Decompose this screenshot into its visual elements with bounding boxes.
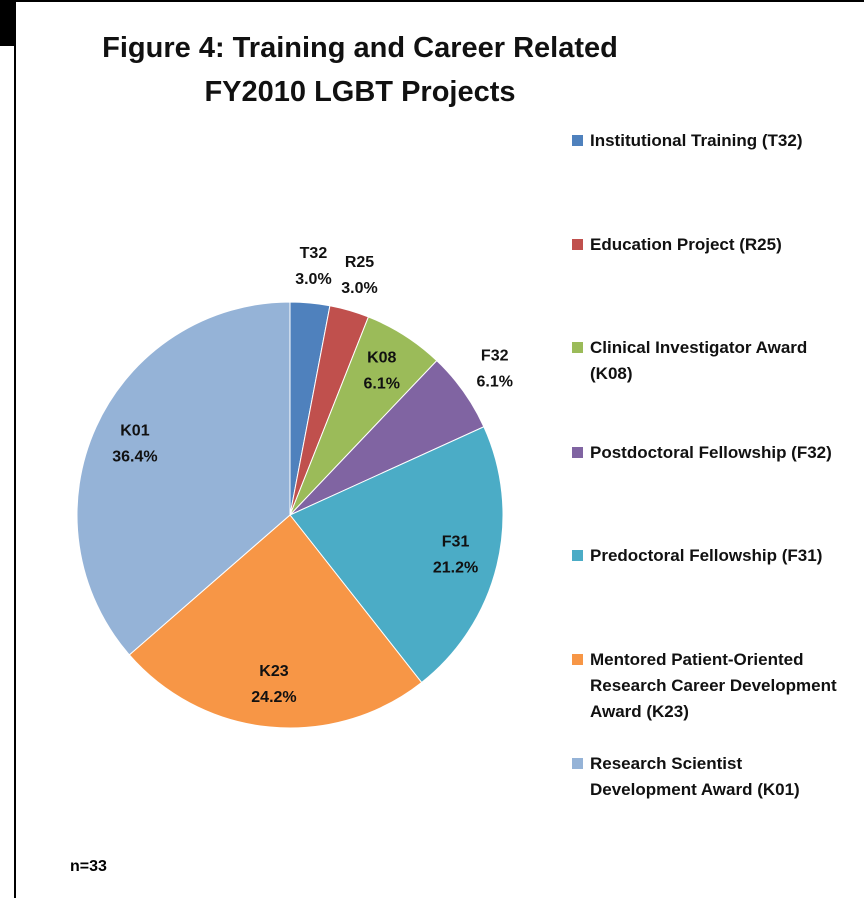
- slice-label: F32: [481, 347, 509, 364]
- legend-label: Institutional Training (T32): [590, 131, 803, 150]
- pie-slice: [128, 514, 423, 729]
- legend-entry: Postdoctoral Fellowship (F32): [572, 440, 840, 466]
- legend-entry: Education Project (R25): [572, 232, 840, 258]
- frame: [14, 0, 864, 898]
- value-label: 6.1%: [364, 376, 400, 393]
- legend-swatch: [572, 447, 583, 458]
- legend-label: Clinical Investigator Award (K08): [590, 338, 808, 383]
- value-label: 6.1%: [476, 373, 512, 390]
- legend-label: Research Scientist Development Award (K0…: [590, 754, 800, 799]
- value-label: 3.0%: [295, 271, 331, 288]
- legend-swatch: [572, 758, 583, 769]
- legend-entry: Research Scientist Development Award (K0…: [572, 751, 840, 803]
- legend-swatch: [572, 342, 583, 353]
- value-label: 36.4%: [112, 449, 157, 466]
- legend-label: Postdoctoral Fellowship (F32): [590, 443, 832, 462]
- slice-label: R25: [345, 254, 374, 271]
- legend-label: Mentored Patient-Oriented Research Caree…: [590, 650, 837, 721]
- pie-slice: [289, 426, 504, 684]
- legend-swatch: [572, 135, 583, 146]
- value-label: 21.2%: [433, 560, 478, 577]
- legend-swatch: [572, 654, 583, 665]
- legend-swatch: [572, 239, 583, 250]
- legend-entry: Predoctoral Fellowship (F31): [572, 543, 840, 569]
- annotation: n=33: [70, 858, 107, 875]
- slice-label: K01: [120, 423, 149, 440]
- legend-entry: Institutional Training (T32): [572, 128, 840, 154]
- chart-title: Figure 4: Training and Career Related: [102, 32, 618, 64]
- value-label: 24.2%: [251, 689, 296, 706]
- slice-label: K08: [367, 350, 396, 367]
- frame-corner: [0, 0, 16, 46]
- slice-label: T32: [300, 245, 328, 262]
- chart-title: FY2010 LGBT Projects: [204, 76, 516, 108]
- slice-label: F31: [442, 534, 470, 551]
- legend-entry: Mentored Patient-Oriented Research Caree…: [572, 647, 840, 725]
- slice-label: K23: [259, 663, 288, 680]
- legend-label: Predoctoral Fellowship (F31): [590, 546, 823, 565]
- value-label: 3.0%: [341, 280, 377, 297]
- legend-swatch: [572, 550, 583, 561]
- pie-slice: [76, 301, 291, 656]
- legend-label: Education Project (R25): [590, 235, 782, 254]
- legend-entry: Clinical Investigator Award (K08): [572, 335, 840, 387]
